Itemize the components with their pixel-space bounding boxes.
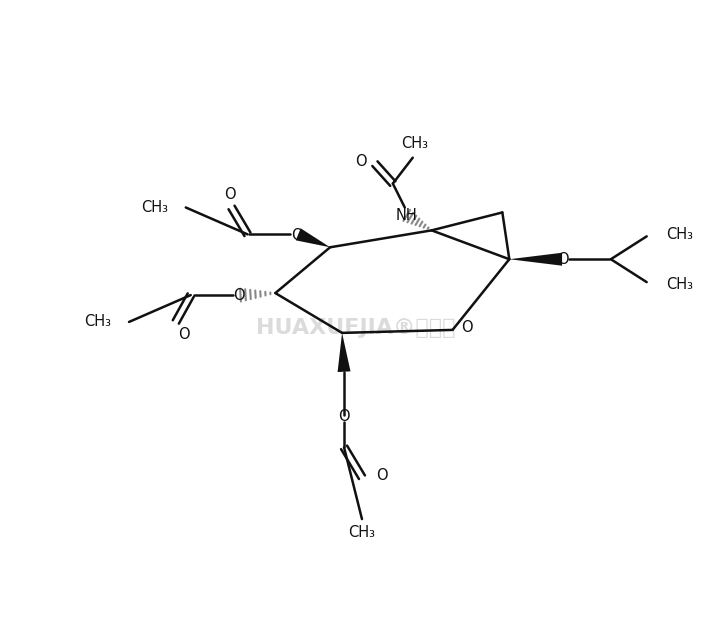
Text: O: O: [356, 154, 367, 169]
Text: CH₃: CH₃: [348, 526, 375, 540]
Text: CH₃: CH₃: [667, 277, 694, 292]
Text: HUAXUEJIA®化学加: HUAXUEJIA®化学加: [256, 318, 455, 338]
Text: O: O: [224, 187, 235, 202]
Text: O: O: [461, 321, 472, 335]
Text: O: O: [557, 252, 569, 267]
Text: O: O: [376, 468, 387, 483]
Text: O: O: [338, 409, 350, 424]
Text: CH₃: CH₃: [141, 200, 168, 215]
Text: O: O: [232, 288, 245, 303]
Text: O: O: [178, 327, 189, 342]
Polygon shape: [296, 228, 330, 247]
Text: CH₃: CH₃: [667, 227, 694, 242]
Text: CH₃: CH₃: [84, 314, 111, 329]
Polygon shape: [509, 253, 562, 266]
Text: CH₃: CH₃: [401, 136, 428, 151]
Text: O: O: [292, 228, 303, 243]
Text: NH: NH: [396, 208, 417, 223]
Polygon shape: [338, 333, 351, 372]
